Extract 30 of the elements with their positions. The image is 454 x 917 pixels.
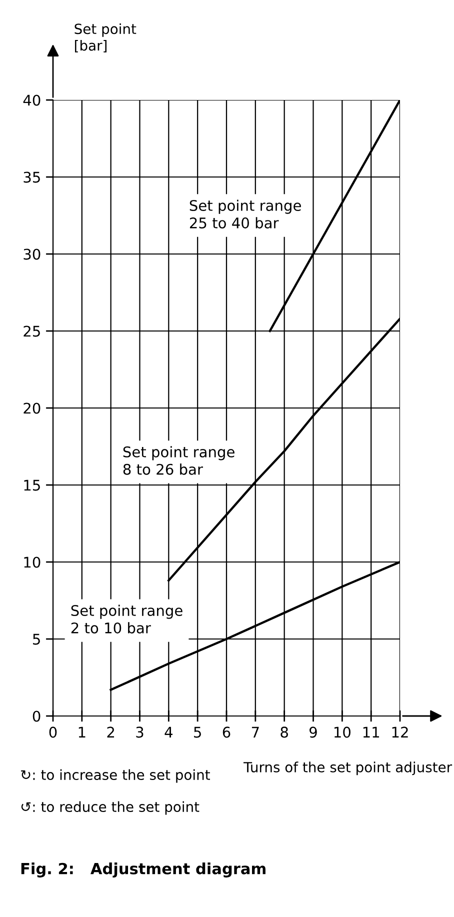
text: ↻: to increase the set point — [21, 769, 210, 783]
x-tick-label: 3 — [136, 726, 144, 738]
series-label: Set point range 8 to 26 bar — [123, 446, 234, 475]
y-tick-label: 35 — [24, 172, 40, 183]
y-tick-label: 30 — [24, 248, 40, 260]
x-tick-label: 5 — [194, 726, 201, 738]
y-tick-label: 15 — [24, 480, 40, 491]
x-tick-label: 7 — [252, 726, 259, 738]
x-tick-label: 2 — [107, 726, 114, 738]
x-tick-label: 11 — [363, 726, 380, 738]
caption: Fig. 2: Adjustment diagram — [21, 862, 266, 878]
series-label: Set point range 25 to 40 bar — [190, 200, 301, 228]
y-tick-label: 25 — [24, 326, 40, 337]
x-tick-label: 10 — [334, 726, 350, 738]
x-tick-label: 1 — [78, 726, 86, 738]
x-tick-label: 12 — [392, 726, 408, 738]
y-tick-label: 20 — [24, 402, 40, 414]
x-tick-label: 9 — [310, 726, 317, 738]
x-tick-label: 6 — [222, 726, 230, 738]
y-tick-label: 5 — [33, 634, 40, 645]
text: ↺: to reduce the set point — [21, 801, 200, 815]
y-tick-label: 0 — [32, 710, 40, 722]
x-tick-label: 4 — [164, 726, 172, 738]
x-tick-label: 8 — [280, 726, 288, 738]
series-label: Set point range 2 to 10 bar — [71, 604, 182, 634]
y-axis-title: Set point [bar] — [74, 23, 136, 52]
y-tick-label: 10 — [24, 556, 40, 568]
y-tick-label: 40 — [23, 94, 40, 106]
x-tick-label: 0 — [49, 726, 57, 738]
x-axis-title: Turns of the set point adjuster — [243, 762, 452, 776]
